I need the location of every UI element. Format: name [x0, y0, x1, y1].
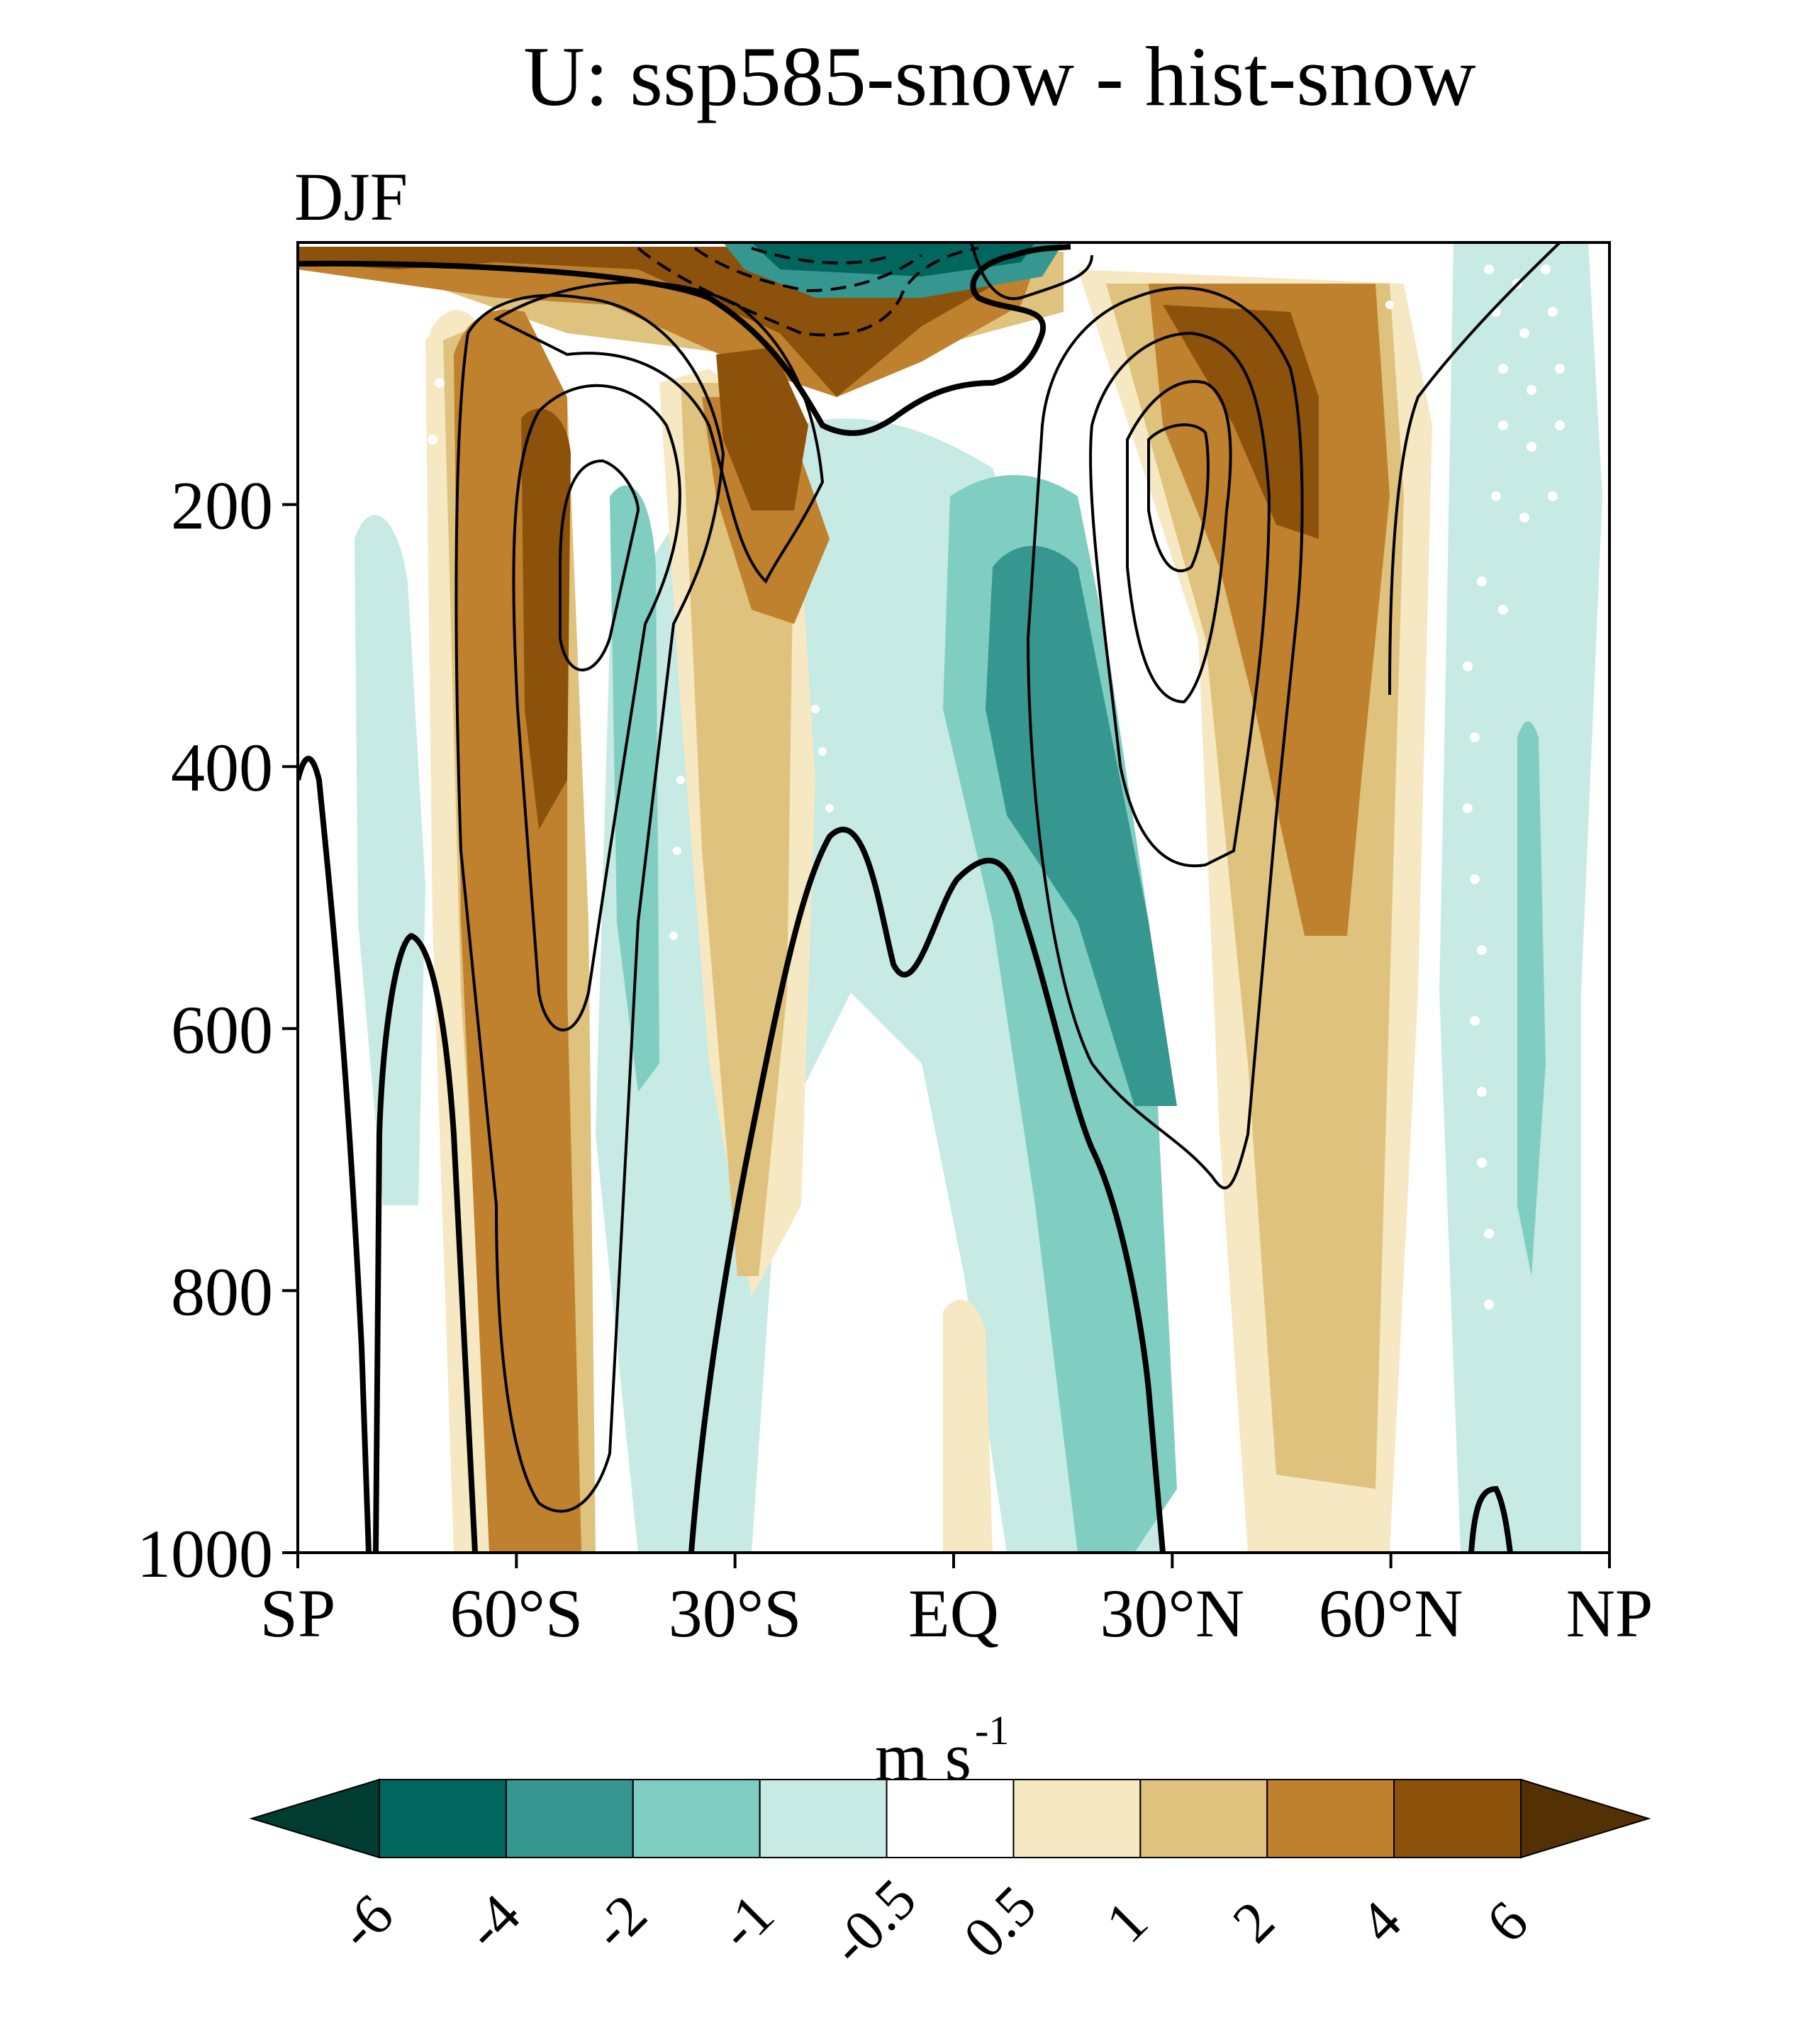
- x-tick-label: EQ: [908, 1575, 999, 1651]
- contour-sh-jet-inner: [559, 459, 640, 671]
- shading-layer: [298, 242, 1602, 1553]
- y-axis: 200 400 600 800 1000: [137, 468, 298, 1592]
- y-tick-label: 600: [171, 992, 273, 1068]
- colorbar-box: [1139, 1779, 1268, 1858]
- pos-core-sh-sub: [716, 347, 808, 510]
- chart-subtitle: DJF: [294, 159, 408, 235]
- pos-core-sh: [521, 408, 571, 830]
- pos-core-nh: [1163, 305, 1319, 539]
- colorbar-box: [1012, 1779, 1142, 1858]
- contour-sh-jet-outer: [454, 294, 725, 1513]
- colorbar-tick-label: 0.5: [952, 1873, 1049, 1970]
- chart-title: U: ssp585-snow - hist-snow: [523, 29, 1476, 123]
- colorbar-box: [759, 1779, 888, 1858]
- zero-contour-np: [1468, 1485, 1513, 1553]
- contour-sh-jet-mid: [512, 384, 681, 1032]
- colorbar-tick-label: -6: [325, 1882, 406, 1962]
- colorbar-tick-label: 2: [1220, 1889, 1286, 1955]
- zero-contour-tropics: [688, 827, 1166, 1553]
- neg-mid-sh: [610, 485, 659, 1092]
- zero-contour-upper: [298, 244, 1071, 436]
- colorbar-max-triangle: [1520, 1778, 1651, 1859]
- x-tick-label: 60°N: [1319, 1575, 1463, 1651]
- plot-area: [298, 242, 1609, 1553]
- colorbar-tick-label: -2: [579, 1882, 659, 1962]
- negative-contours: [637, 247, 979, 337]
- contour-nh-jet-outer: [1026, 286, 1304, 1190]
- colorbar-min-triangle: [249, 1778, 380, 1859]
- y-tick-label: 1000: [137, 1516, 273, 1592]
- zero-contour-sh: [373, 932, 478, 1553]
- colorbar-tick-label: 1: [1093, 1889, 1159, 1955]
- colorbar-box: [1266, 1779, 1395, 1858]
- y-tick-label: 800: [171, 1253, 273, 1329]
- y-tick-label: 200: [171, 468, 273, 544]
- colorbar-box: [886, 1779, 1015, 1858]
- x-tick-label: 30°S: [669, 1575, 802, 1651]
- colorbar-box: [379, 1779, 507, 1858]
- contour-nh-jet-mid: [1089, 331, 1271, 868]
- colorbar-tick-label: 4: [1347, 1889, 1413, 1955]
- colorbar-tick-label: -4: [452, 1882, 532, 1962]
- zero-contours: [298, 244, 1513, 1553]
- y-tick-label: 400: [171, 730, 273, 805]
- x-axis: SP 60°S 30°S EQ 30°N 60°N NP: [260, 1553, 1653, 1651]
- colorbar-tick-label: 6: [1474, 1889, 1540, 1955]
- x-tick-label: 30°N: [1100, 1575, 1244, 1651]
- colorbar-box: [632, 1779, 761, 1858]
- colorbar-box: [1393, 1779, 1522, 1858]
- x-tick-label: SP: [260, 1575, 336, 1651]
- contour-nh-jet-inner: [1126, 380, 1232, 704]
- colorbar-label-sup: -1: [975, 1707, 1009, 1753]
- contour-nh-polar: [1388, 242, 1561, 696]
- zero-contour-sp: [298, 756, 372, 1553]
- colorbar-tick-label: -1: [706, 1882, 786, 1962]
- colorbar: -6 -4 -2 -1 -0.5 0.5 1 2 4 6: [249, 1778, 1651, 1977]
- colorbar-tick-label: -0.5: [817, 1866, 928, 1977]
- pos-strong-nh: [1149, 284, 1390, 936]
- neg-band-sh-polar: [355, 515, 425, 1205]
- neg-stronger-upper: [752, 242, 1035, 277]
- significance-dots: [420, 264, 1565, 1309]
- pos-band-eq-low: [943, 1300, 993, 1553]
- x-tick-label: 60°S: [450, 1575, 583, 1651]
- colorbar-box: [505, 1779, 634, 1858]
- neg-strong-tropics: [986, 546, 1177, 1106]
- x-tick-label: NP: [1566, 1575, 1653, 1651]
- contour-nh-jet-core: [1147, 423, 1210, 573]
- neg-mid-nh-polar: [1517, 721, 1546, 1276]
